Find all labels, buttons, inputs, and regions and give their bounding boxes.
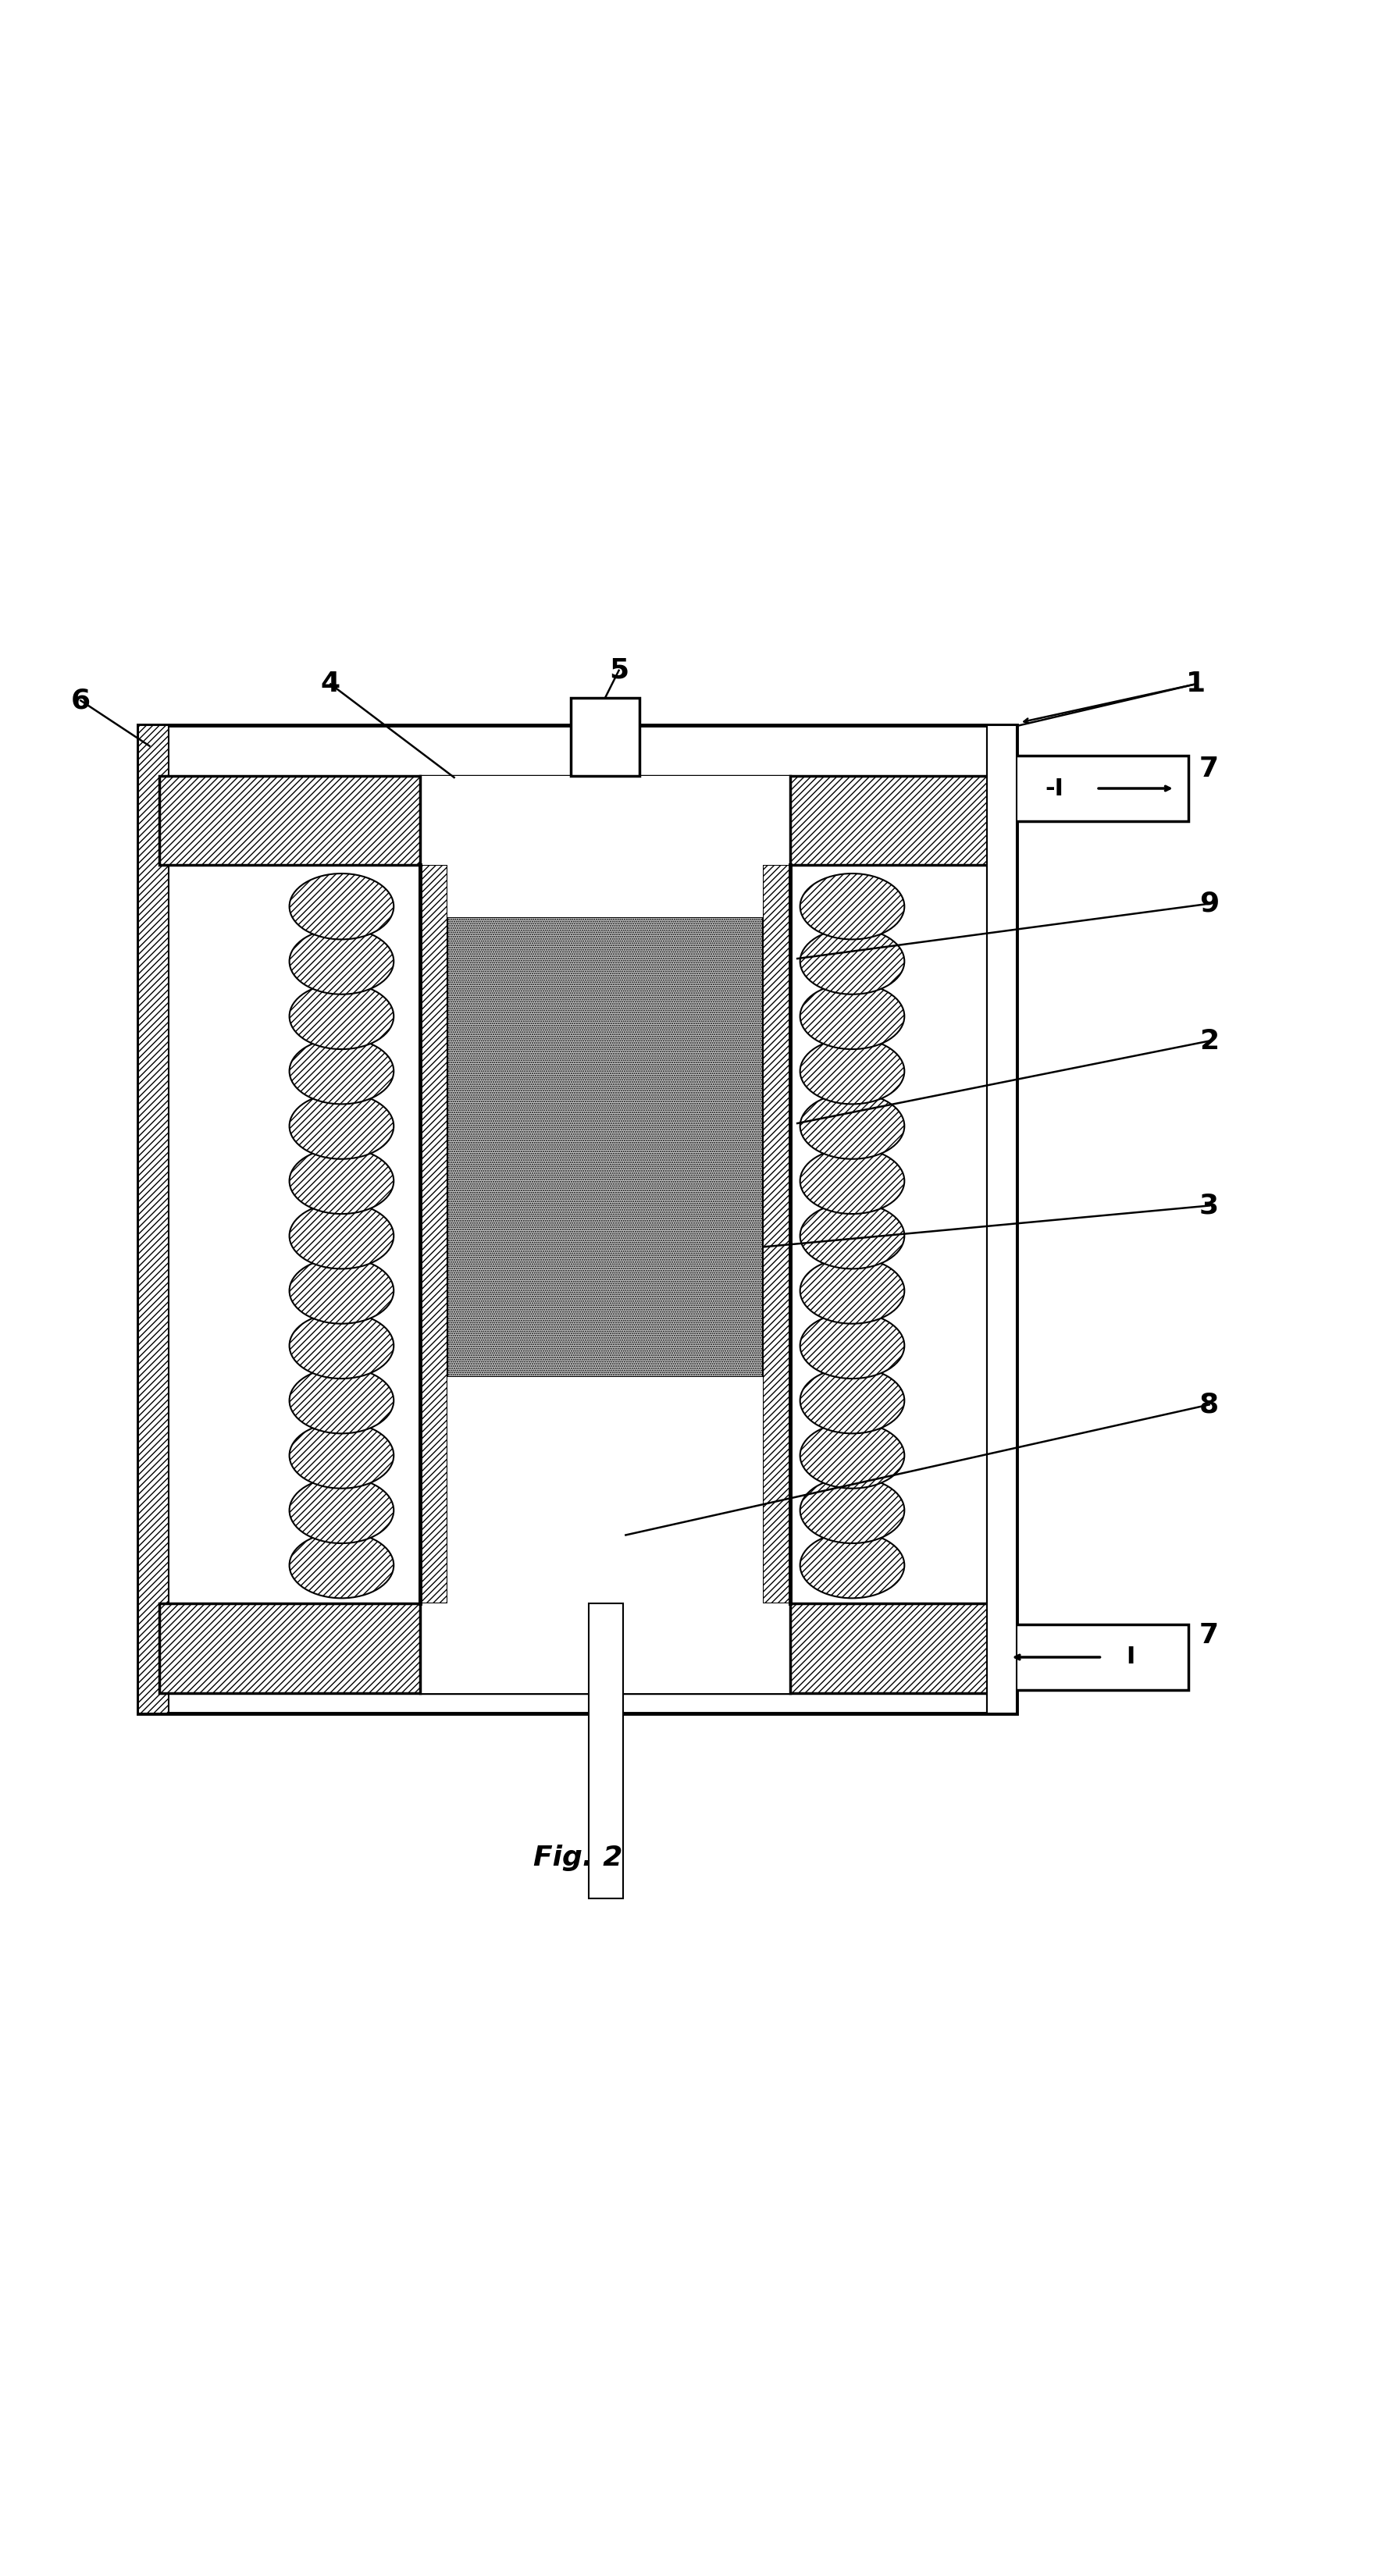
Bar [447,1378,763,1605]
Bar [997,1625,1188,1690]
Ellipse shape [289,1479,393,1543]
Bar [997,755,1188,822]
Text: 6: 6 [72,688,91,714]
Bar [447,866,763,917]
Bar [763,866,791,1605]
Ellipse shape [800,1314,905,1378]
Ellipse shape [800,1038,905,1105]
Ellipse shape [289,1422,393,1489]
Text: 2: 2 [1199,1028,1220,1054]
Ellipse shape [289,1368,393,1432]
Ellipse shape [289,1203,393,1270]
Bar [419,866,791,1605]
Ellipse shape [289,1149,393,1213]
Bar [571,698,639,775]
Text: 9: 9 [1199,891,1220,917]
Text: I: I [1126,1646,1136,1669]
Text: 3: 3 [1199,1193,1220,1218]
Bar [419,866,447,1605]
Ellipse shape [289,1092,393,1159]
Ellipse shape [800,984,905,1048]
Bar [139,726,169,1713]
Text: 7: 7 [1199,1623,1220,1649]
Ellipse shape [800,1257,905,1324]
Bar [447,917,763,1378]
Ellipse shape [800,1533,905,1597]
Ellipse shape [289,1038,393,1105]
Ellipse shape [800,1422,905,1489]
Text: 7: 7 [1199,755,1220,783]
Bar [987,726,1018,1713]
Ellipse shape [289,984,393,1048]
Ellipse shape [800,927,905,994]
Ellipse shape [800,1368,905,1432]
Bar [419,775,791,866]
Text: 5: 5 [609,657,628,683]
Ellipse shape [800,1092,905,1159]
Bar [419,1605,791,1692]
Text: Fig. 2: Fig. 2 [534,1844,623,1870]
Ellipse shape [289,873,393,940]
Text: 1: 1 [1185,670,1206,698]
Ellipse shape [289,1257,393,1324]
Bar [160,775,997,866]
Ellipse shape [289,927,393,994]
Ellipse shape [289,1533,393,1597]
Ellipse shape [289,1314,393,1378]
Ellipse shape [800,873,905,940]
Text: 8: 8 [1199,1391,1220,1417]
Text: 4: 4 [320,670,341,698]
Ellipse shape [800,1479,905,1543]
Ellipse shape [800,1203,905,1270]
Bar [987,726,1018,1713]
Bar [160,1605,997,1692]
Ellipse shape [800,1149,905,1213]
Bar [588,1605,623,1899]
Text: -I: -I [1045,778,1063,799]
Bar [139,726,1018,1713]
